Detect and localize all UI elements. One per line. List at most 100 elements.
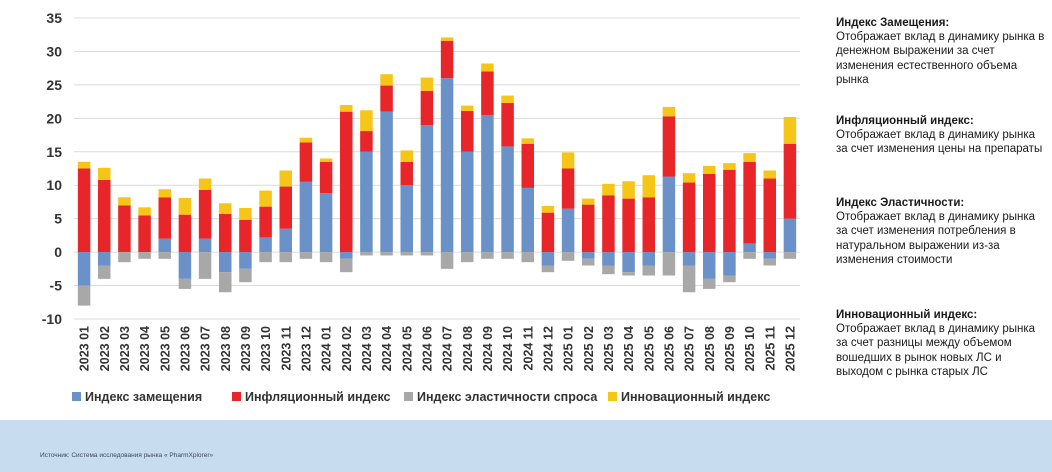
bar-segment (118, 197, 131, 206)
bar-segment (702, 278, 716, 289)
bar-segment (460, 252, 474, 263)
x-tick-label: 2024 06 (420, 326, 434, 371)
x-tick-label: 2023 06 (178, 326, 192, 371)
bar-segment (319, 158, 333, 162)
bar-segment (783, 116, 797, 144)
x-tick-label: 2023 12 (299, 326, 313, 371)
bar-segment (763, 178, 777, 253)
x-tick-label: 2023 07 (199, 326, 213, 371)
bar-segment (702, 252, 716, 279)
bar-segment (77, 252, 91, 286)
bar-segment (239, 252, 252, 269)
bar-segment (743, 153, 756, 162)
x-tick-label: 2023 10 (259, 326, 273, 371)
bar-segment (420, 90, 434, 126)
legend-label: Инфляционный индекс (245, 390, 391, 404)
bar-segment (541, 212, 555, 253)
gridlines (74, 17, 800, 320)
bar-segment (682, 182, 696, 253)
bar-segment (642, 252, 656, 266)
x-tick-label: 2024 12 (541, 326, 555, 371)
bar-segment (339, 258, 353, 273)
bar-segment (420, 252, 434, 256)
legend-label: Инновационный индекс (621, 390, 770, 404)
bar-segment (400, 185, 414, 253)
x-tick-label: 2023 03 (118, 326, 132, 371)
x-tick-label: 2023 04 (138, 326, 152, 371)
description-inflation-index: Инфляционный индекс: Отображает вклад в … (836, 114, 1048, 157)
x-tick-label: 2025 04 (622, 326, 636, 371)
bar-segment (77, 168, 91, 253)
bar-segment (319, 252, 333, 263)
bar-segment (77, 285, 91, 306)
bar-segment (723, 275, 736, 283)
bar-segment (198, 252, 212, 279)
bar-segment (279, 186, 293, 229)
bar-segment (602, 252, 615, 266)
bar-segment (138, 215, 151, 253)
bar-segment (561, 168, 575, 209)
bar-segment (541, 205, 555, 213)
bar-segment (602, 195, 615, 253)
bar-segment (662, 176, 676, 253)
bar-segment (561, 152, 575, 169)
bar-segment (440, 252, 454, 269)
x-axis: 2023 01 2023 02 2023 03 2023 04 2023 05 2023 … (78, 326, 798, 371)
x-tick-label: 2025 08 (703, 326, 717, 371)
x-tick-label: 2024 03 (360, 326, 374, 371)
bar-segment (440, 78, 454, 253)
bar-segment (662, 106, 676, 117)
x-tick-label: 2024 07 (441, 326, 455, 371)
legend-swatch (72, 392, 81, 401)
x-tick-label: 2025 01 (562, 326, 576, 371)
description-text: Отображает вклад в динамику рынка за сче… (836, 211, 1036, 266)
bar-segment (178, 197, 192, 215)
bar-segment (178, 278, 192, 289)
x-tick-label: 2025 02 (582, 326, 596, 371)
bar-segment (178, 252, 192, 279)
y-tick-label: 5 (54, 211, 62, 227)
bar-segment (783, 218, 797, 253)
legend-label: Индекс замещения (85, 390, 202, 404)
bar-segment (682, 252, 696, 266)
x-tick-label: 2025 07 (683, 326, 697, 371)
bar-segment (158, 252, 172, 259)
description-title: Индекс Замещения: (836, 17, 950, 29)
bar-segment (380, 111, 393, 253)
legend-label: Индекс эластичности спроса (417, 390, 598, 404)
bar-segment (501, 102, 514, 147)
bar-segment (521, 187, 535, 253)
bar-segment (239, 220, 252, 253)
bar-segment (440, 40, 454, 79)
bar-segment (481, 71, 494, 115)
source-note: Источник: Система исследования рынка « P… (40, 452, 214, 459)
bar-segment (541, 252, 555, 266)
bar-segment (763, 252, 777, 259)
bar-segment (158, 189, 172, 198)
bar-segment (360, 110, 373, 132)
bar-segment (581, 252, 595, 259)
y-tick-label: 25 (46, 77, 62, 93)
x-tick-label: 2024 04 (380, 326, 394, 371)
description-text: Отображает вклад в динамику рынка в дене… (836, 31, 1045, 86)
legend: Индекс замещения Инфляционный индекс Индек… (72, 390, 770, 404)
description-title: Инновационный индекс: (836, 309, 978, 321)
bar-segment (259, 252, 272, 263)
bar-segment (299, 252, 313, 259)
bar-segment (581, 198, 595, 205)
bar-segment (158, 197, 172, 239)
legend-swatch (404, 392, 413, 401)
bar-segment (138, 207, 151, 216)
bar-segment (743, 243, 756, 253)
bar-segment (118, 252, 131, 263)
legend-swatch (232, 392, 241, 401)
bar-segment (581, 258, 595, 266)
bar-segment (420, 77, 434, 91)
bar-segment (460, 105, 474, 111)
bar-segment (299, 142, 313, 182)
bar-segment (380, 252, 393, 256)
bar-segment (602, 265, 615, 275)
x-tick-label: 2024 09 (481, 326, 495, 371)
bar-segment (339, 252, 353, 259)
